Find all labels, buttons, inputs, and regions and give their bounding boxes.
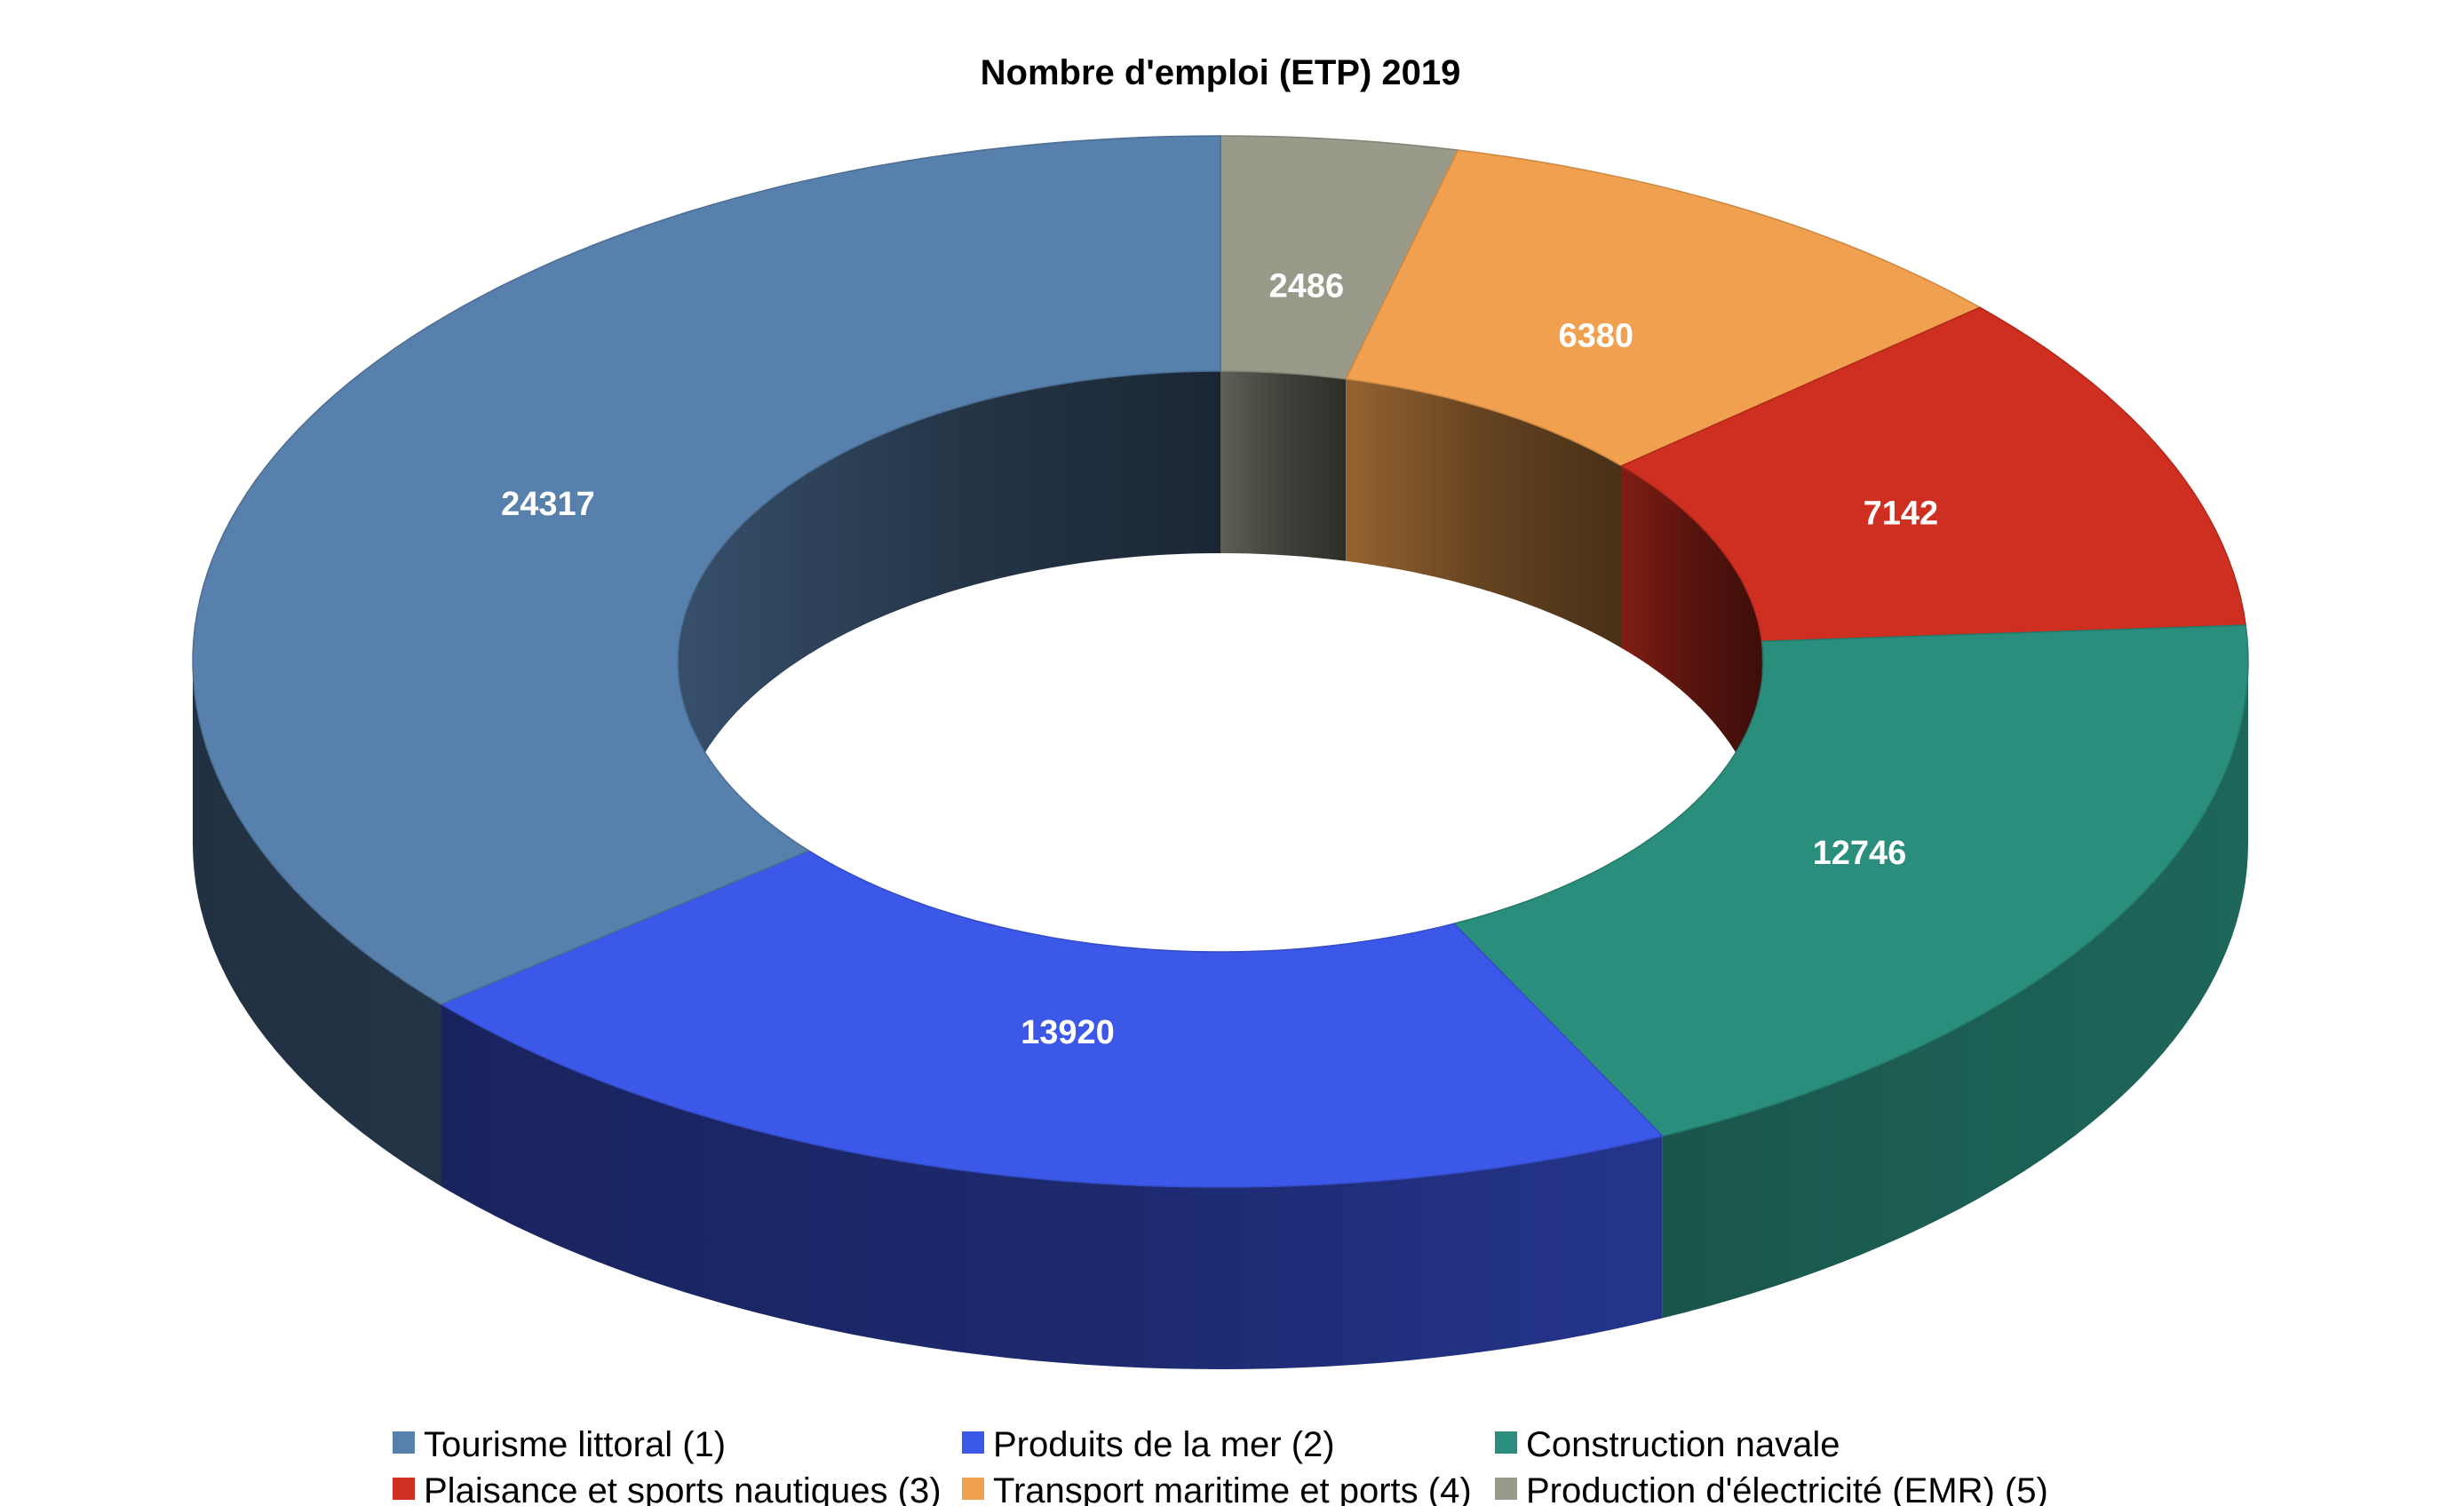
legend-label-4: Transport maritime et ports (4) (993, 1471, 1472, 1506)
data-labels: 2486 6380 7142 12746 13920 24317 (501, 268, 1938, 1051)
chart-title: Nombre d'emploi (ETP) 2019 (981, 53, 1461, 92)
inner-wall-0 (1220, 371, 1347, 561)
legend-item-2: Construction navale (1495, 1425, 1840, 1464)
inner-wall-5 (678, 371, 1220, 844)
data-label-5: 24317 (501, 486, 595, 523)
legend-label-3: Plaisance et sports nautiques (3) (424, 1471, 942, 1506)
data-label-0: 2486 (1269, 268, 1345, 305)
legend-item-0: Tourisme littoral (1) (393, 1425, 726, 1464)
legend-item-4: Transport maritime et ports (4) (962, 1471, 1472, 1506)
legend-label-0: Tourisme littoral (1) (424, 1425, 726, 1464)
legend-label-5: Production d'électricité (EMR) (5) (1526, 1471, 2048, 1506)
legend-item-5: Production d'électricité (EMR) (5) (1495, 1471, 2048, 1506)
legend-swatch-5 (1495, 1478, 1517, 1500)
side-wall-4 (441, 1003, 1663, 1369)
inner-wall-2 (1621, 465, 1762, 824)
slice-5 (192, 135, 1221, 1005)
legend-swatch-4 (962, 1478, 984, 1500)
legend: Tourisme littoral (1) Produits de la mer … (393, 1425, 2048, 1506)
legend-swatch-0 (393, 1431, 415, 1454)
side-wall-3 (1662, 662, 2248, 1319)
legend-swatch-2 (1495, 1431, 1517, 1454)
legend-label-2: Construction navale (1526, 1425, 1840, 1464)
data-label-4: 13920 (1021, 1014, 1115, 1051)
doughnut-ring (192, 135, 2249, 1369)
legend-swatch-1 (962, 1431, 984, 1454)
inner-wall-1 (1346, 378, 1622, 648)
legend-label-1: Produits de la mer (2) (993, 1425, 1335, 1464)
legend-item-3: Plaisance et sports nautiques (3) (393, 1471, 942, 1506)
legend-swatch-3 (393, 1478, 415, 1500)
data-label-3: 12746 (1813, 835, 1907, 872)
data-label-1: 6380 (1559, 318, 1634, 355)
data-label-2: 7142 (1864, 495, 1939, 532)
legend-item-1: Produits de la mer (2) (962, 1425, 1335, 1464)
side-wall-5 (193, 662, 441, 1186)
